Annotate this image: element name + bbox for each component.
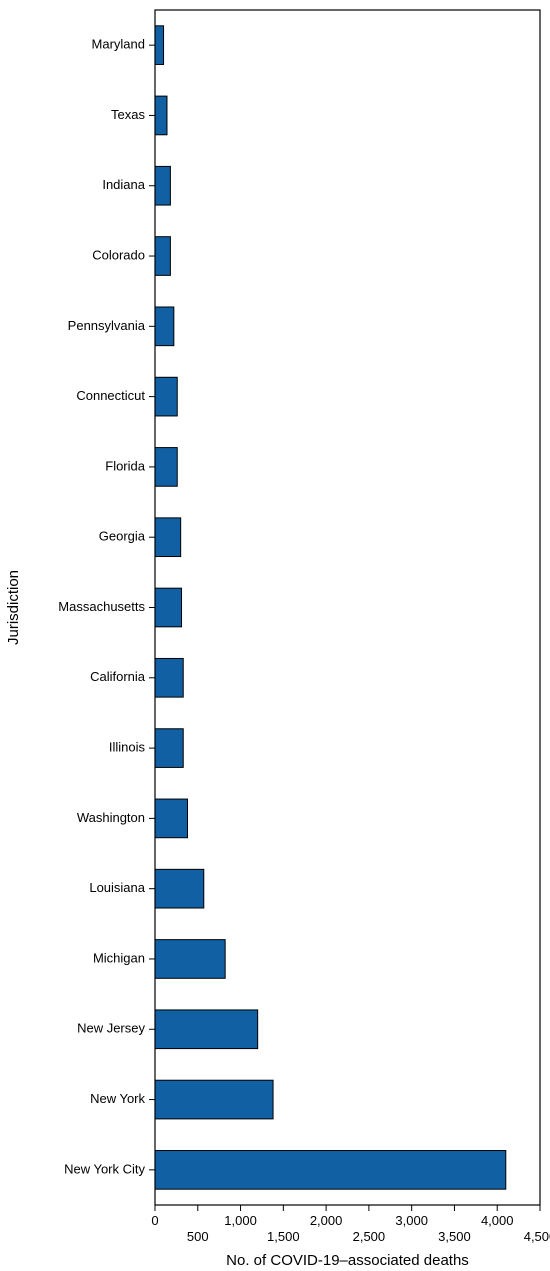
x-tick-label: 4,500 <box>524 1229 550 1244</box>
x-tick-label: 2,500 <box>353 1229 386 1244</box>
x-tick-label: 3,000 <box>395 1213 428 1228</box>
x-tick-label: 500 <box>187 1229 209 1244</box>
bar <box>155 940 225 979</box>
bar <box>155 658 183 697</box>
y-tick-label: Massachusetts <box>58 599 145 614</box>
bar <box>155 1151 506 1190</box>
bar <box>155 518 181 557</box>
x-tick-label: 3,500 <box>438 1229 471 1244</box>
y-tick-label: Washington <box>77 810 145 825</box>
bar <box>155 377 177 416</box>
chart-background <box>0 0 550 1271</box>
bar <box>155 588 182 627</box>
x-tick-label: 4,000 <box>481 1213 514 1228</box>
y-tick-label: New York <box>90 1091 145 1106</box>
bar <box>155 237 170 276</box>
y-tick-label: Michigan <box>93 950 145 965</box>
y-tick-label: Louisiana <box>89 880 145 895</box>
y-tick-label: Connecticut <box>76 388 145 403</box>
y-tick-label: Colorado <box>92 247 145 262</box>
bar <box>155 729 183 768</box>
bar <box>155 96 167 135</box>
y-tick-label: California <box>90 669 146 684</box>
y-tick-label: Florida <box>105 458 146 473</box>
bar <box>155 1010 258 1049</box>
x-tick-label: 2,000 <box>310 1213 343 1228</box>
y-tick-label: Maryland <box>92 37 145 52</box>
x-tick-label: 1,000 <box>224 1213 257 1228</box>
y-tick-label: Indiana <box>102 177 145 192</box>
bar <box>155 26 164 65</box>
y-tick-label: Texas <box>111 107 145 122</box>
bar <box>155 869 204 908</box>
y-tick-label: New York City <box>64 1161 145 1176</box>
bar <box>155 448 177 487</box>
y-tick-label: New Jersey <box>77 1021 145 1036</box>
bar <box>155 166 170 205</box>
bar <box>155 1080 273 1119</box>
y-tick-label: Pennsylvania <box>68 318 146 333</box>
x-tick-label: 1,500 <box>267 1229 300 1244</box>
chart-container: 0 500 1,000 1,500 2,000 2,500 3,000 3,500 4,000 4… <box>0 0 550 1271</box>
x-axis-label: No. of COVID-19–associated deaths <box>226 1252 469 1269</box>
y-tick-label: Georgia <box>99 529 146 544</box>
bar <box>155 307 174 346</box>
y-axis-label: Jurisdiction <box>5 570 22 645</box>
x-tick-label: 0 <box>151 1213 158 1228</box>
bar <box>155 799 188 838</box>
bar-chart-svg: 0 500 1,000 1,500 2,000 2,500 3,000 3,500 4,000 4… <box>0 0 550 1271</box>
y-tick-label: Illinois <box>109 740 146 755</box>
